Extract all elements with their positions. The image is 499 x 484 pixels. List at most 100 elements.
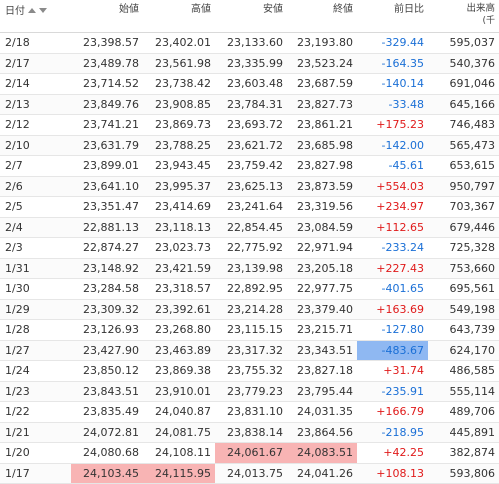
low-cell: 22,775.92 bbox=[215, 238, 287, 258]
change-cell: -218.95 bbox=[357, 423, 428, 443]
high-cell: 24,040.87 bbox=[143, 402, 215, 422]
date-cell: 2/7 bbox=[0, 156, 48, 176]
open-cell: 23,899.01 bbox=[71, 156, 143, 176]
low-cell: 23,831.10 bbox=[215, 402, 287, 422]
high-cell: 23,118.13 bbox=[143, 218, 215, 238]
high-cell: 23,869.73 bbox=[143, 115, 215, 135]
high-cell: 24,115.95 bbox=[143, 464, 215, 484]
open-cell: 23,398.57 bbox=[71, 33, 143, 53]
date-cell: 1/28 bbox=[0, 320, 48, 340]
low-cell: 23,317.32 bbox=[215, 341, 287, 361]
volume-cell: 445,891 bbox=[428, 423, 499, 443]
volume-cell: 593,806 bbox=[428, 464, 499, 484]
date-cell: 1/31 bbox=[0, 259, 48, 279]
open-cell: 23,284.58 bbox=[71, 279, 143, 299]
high-cell: 23,023.73 bbox=[143, 238, 215, 258]
volume-cell: 565,473 bbox=[428, 136, 499, 156]
high-cell: 23,421.59 bbox=[143, 259, 215, 279]
date-cell: 2/13 bbox=[0, 95, 48, 115]
open-cell: 23,714.52 bbox=[71, 74, 143, 94]
open-cell: 23,148.92 bbox=[71, 259, 143, 279]
open-column-header[interactable]: 始値 bbox=[71, 0, 143, 32]
change-cell: -33.48 bbox=[357, 95, 428, 115]
date-cell: 1/24 bbox=[0, 361, 48, 381]
low-cell: 23,755.32 bbox=[215, 361, 287, 381]
volume-cell: 486,585 bbox=[428, 361, 499, 381]
close-cell: 23,827.73 bbox=[287, 95, 357, 115]
change-cell: +234.97 bbox=[357, 197, 428, 217]
open-cell: 22,874.27 bbox=[71, 238, 143, 258]
volume-cell: 549,198 bbox=[428, 300, 499, 320]
high-cell: 23,788.25 bbox=[143, 136, 215, 156]
volume-cell: 382,874 bbox=[428, 443, 499, 463]
high-cell: 23,561.98 bbox=[143, 54, 215, 74]
date-cell: 1/22 bbox=[0, 402, 48, 422]
open-cell: 23,351.47 bbox=[71, 197, 143, 217]
volume-column-header[interactable]: 出来高 (千 bbox=[428, 0, 499, 32]
change-cell: -483.67 bbox=[357, 341, 428, 361]
date-cell: 2/6 bbox=[0, 177, 48, 197]
low-cell: 23,625.13 bbox=[215, 177, 287, 197]
high-cell: 23,268.80 bbox=[143, 320, 215, 340]
sort-down-icon[interactable] bbox=[39, 8, 47, 13]
volume-cell: 489,706 bbox=[428, 402, 499, 422]
open-cell: 23,843.51 bbox=[71, 382, 143, 402]
high-cell: 24,081.75 bbox=[143, 423, 215, 443]
high-column-header[interactable]: 高値 bbox=[143, 0, 215, 32]
date-cell: 1/29 bbox=[0, 300, 48, 320]
change-cell: +227.43 bbox=[357, 259, 428, 279]
date-cell: 2/14 bbox=[0, 74, 48, 94]
volume-cell: 645,166 bbox=[428, 95, 499, 115]
change-cell: -235.91 bbox=[357, 382, 428, 402]
low-cell: 22,892.95 bbox=[215, 279, 287, 299]
volume-cell: 746,483 bbox=[428, 115, 499, 135]
high-cell: 23,318.57 bbox=[143, 279, 215, 299]
change-cell: +163.69 bbox=[357, 300, 428, 320]
change-cell: +112.65 bbox=[357, 218, 428, 238]
date-column-header[interactable]: 日付 bbox=[0, 0, 48, 32]
date-cell: 1/17 bbox=[0, 464, 48, 484]
change-column-header[interactable]: 前日比 bbox=[357, 0, 428, 32]
low-cell: 23,838.14 bbox=[215, 423, 287, 443]
low-cell: 23,693.72 bbox=[215, 115, 287, 135]
close-cell: 24,031.35 bbox=[287, 402, 357, 422]
high-cell: 23,869.38 bbox=[143, 361, 215, 381]
high-cell: 23,738.42 bbox=[143, 74, 215, 94]
change-cell: +166.79 bbox=[357, 402, 428, 422]
low-cell: 23,603.48 bbox=[215, 74, 287, 94]
close-cell: 23,795.44 bbox=[287, 382, 357, 402]
sort-up-icon[interactable] bbox=[28, 8, 36, 13]
close-column-header[interactable]: 終値 bbox=[287, 0, 357, 32]
change-cell: -140.14 bbox=[357, 74, 428, 94]
volume-cell: 725,328 bbox=[428, 238, 499, 258]
date-header-label: 日付 bbox=[5, 6, 25, 17]
low-cell: 23,139.98 bbox=[215, 259, 287, 279]
open-cell: 24,103.45 bbox=[71, 464, 143, 484]
volume-cell: 624,170 bbox=[428, 341, 499, 361]
low-column-header[interactable]: 安値 bbox=[215, 0, 287, 32]
change-cell: -401.65 bbox=[357, 279, 428, 299]
low-cell: 23,784.31 bbox=[215, 95, 287, 115]
